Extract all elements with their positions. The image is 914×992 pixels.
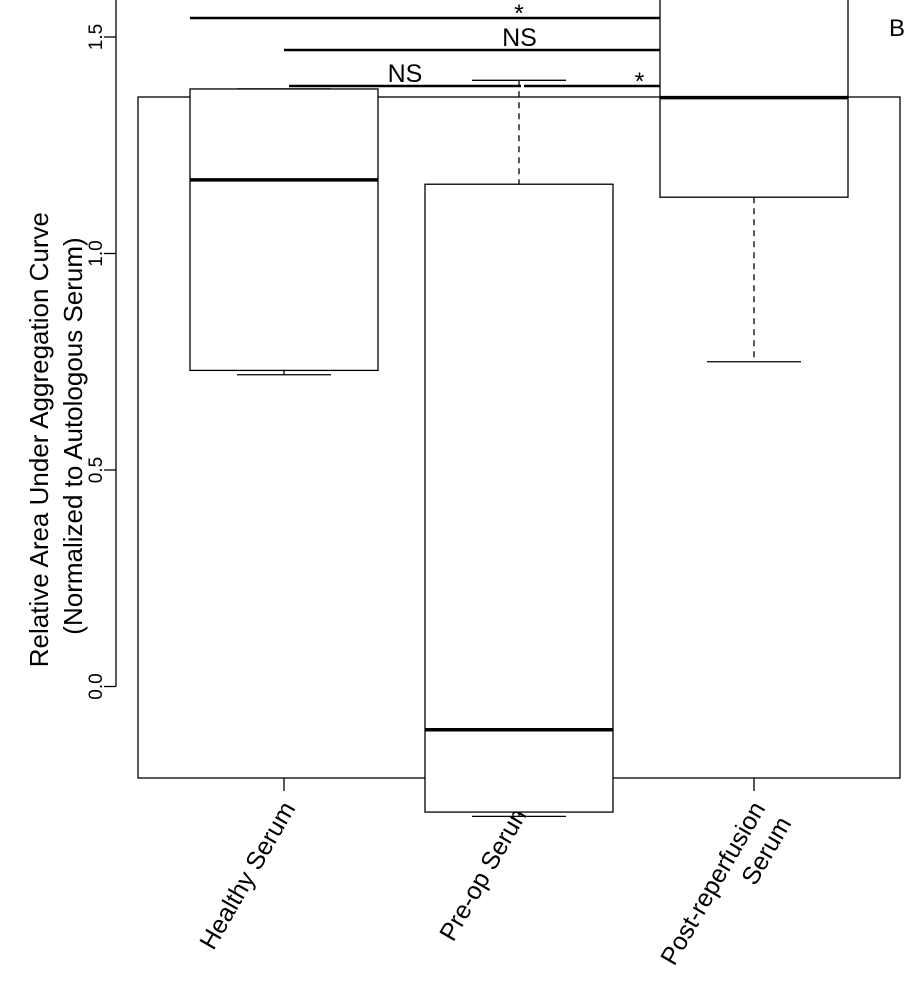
- box-group: [659, 0, 849, 363]
- iqr-box: [189, 88, 379, 372]
- y-axis: 0.00.51.01.52.02.5: [86, 0, 117, 700]
- significance-label: *: [635, 68, 645, 96]
- x-category-label: Post-reperfusionSerum: [655, 797, 797, 985]
- y-axis-label-line1: Relative Area Under Aggregation Curve: [24, 212, 54, 667]
- box-group: [424, 79, 614, 818]
- y-tick-label: 1.5: [86, 24, 107, 50]
- x-category-label-line: Pre-op Serum: [434, 797, 536, 946]
- x-category-label: Pre-op Serum: [434, 797, 536, 946]
- y-tick-label: 0.5: [86, 457, 107, 483]
- significance-label: NS: [502, 24, 537, 52]
- panel-label: B: [889, 15, 905, 42]
- significance-label: NS: [388, 60, 423, 88]
- x-category-label-line: Healthy Serum: [194, 797, 301, 954]
- box-group: [189, 88, 379, 376]
- y-tick-label: 0.0: [86, 673, 107, 699]
- iqr-box: [424, 183, 614, 813]
- x-category-label: Healthy Serum: [194, 797, 301, 954]
- y-tick-label: 1.0: [86, 240, 107, 266]
- y-axis-label: Relative Area Under Aggregation Curve (N…: [24, 205, 88, 668]
- significance-label: *: [514, 0, 524, 28]
- y-axis-label-line2: (Normalized to Autologous Serum): [58, 237, 88, 634]
- boxes: [189, 0, 849, 818]
